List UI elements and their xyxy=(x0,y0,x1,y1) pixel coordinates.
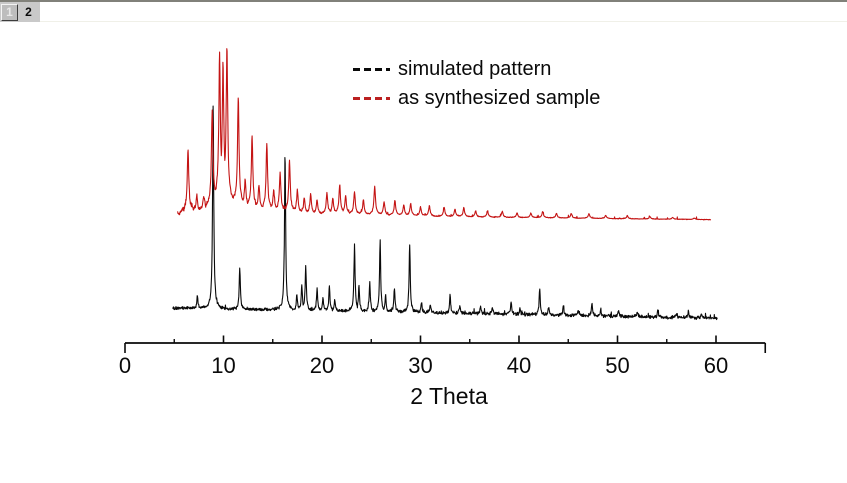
x-axis-title: 2 Theta xyxy=(410,383,488,409)
x-axis-tick-label: 60 xyxy=(704,353,728,378)
series-curve-as-synthesized-sample xyxy=(177,48,712,221)
x-axis-tick-label: 40 xyxy=(507,353,531,378)
x-axis-tick-label: 30 xyxy=(408,353,432,378)
x-axis-tick-label: 50 xyxy=(605,353,629,378)
sheet-tab-1[interactable]: 1 xyxy=(1,3,18,21)
window-top-border xyxy=(0,0,847,2)
x-axis-tick-label: 10 xyxy=(211,353,235,378)
legend-label-simulated-pattern: simulated pattern xyxy=(398,58,552,80)
legend-label-as-synthesized-sample: as synthesized sample xyxy=(398,87,601,109)
toolbar-divider xyxy=(0,21,847,22)
series-curve-simulated-pattern xyxy=(172,105,718,321)
sheet-tab-2[interactable]: 2 xyxy=(20,3,37,21)
legend[interactable]: simulated pattern as synthesized sample xyxy=(353,55,600,113)
legend-entry-simulated-pattern: simulated pattern xyxy=(353,55,600,84)
legend-dash-black-icon xyxy=(353,68,390,71)
sheet-tab-strip: 1 2 xyxy=(0,2,40,22)
legend-entry-as-synthesized-sample: as synthesized sample xyxy=(353,84,600,113)
legend-dash-red-icon xyxy=(353,97,390,100)
x-axis-tick-label: 20 xyxy=(310,353,334,378)
x-axis-tick-label: 0 xyxy=(119,353,131,378)
